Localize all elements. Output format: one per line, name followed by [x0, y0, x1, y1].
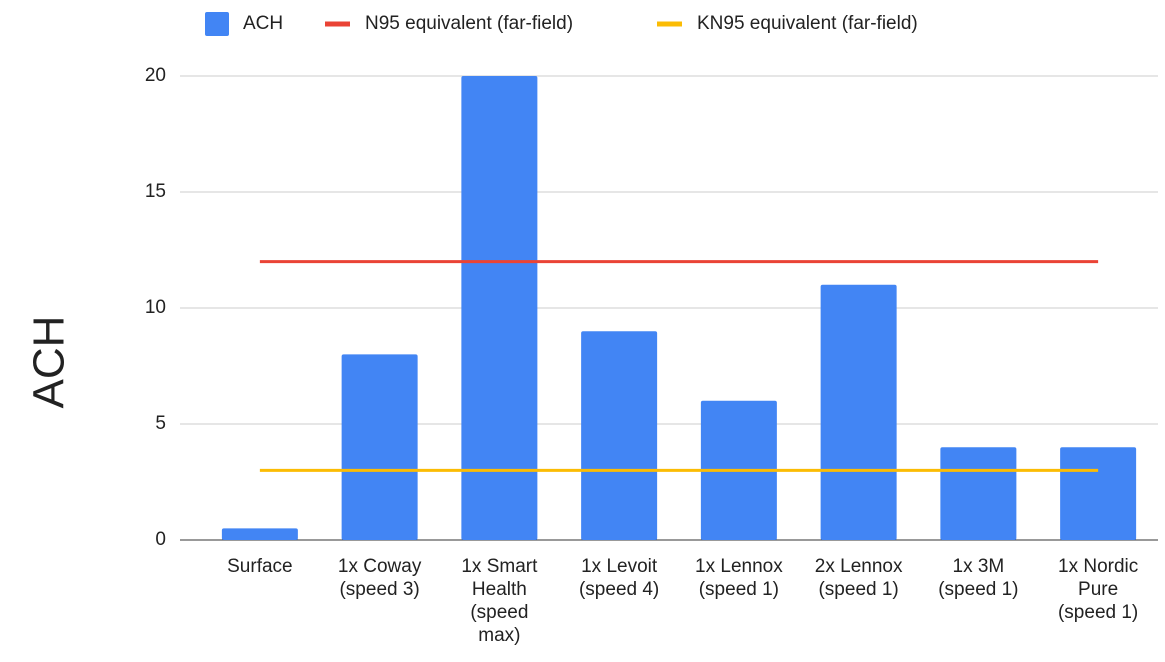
bar: [581, 331, 658, 540]
bar: [461, 76, 538, 540]
bar: [940, 447, 1017, 540]
legend-label: N95 equivalent (far-field): [365, 13, 573, 34]
y-tick-label: 15: [145, 181, 166, 202]
x-tick-label: 1x 3M (speed 1): [938, 556, 1019, 600]
x-tick-label: Surface: [227, 556, 293, 577]
y-tick-label: 20: [145, 65, 166, 86]
y-axis-title: ACH: [25, 316, 74, 409]
x-tick-label: 1x Lennox (speed 1): [695, 556, 783, 600]
x-tick-label: 2x Lennox (speed 1): [814, 556, 903, 600]
legend-marker: [205, 12, 229, 36]
y-tick-label: 0: [155, 529, 166, 550]
y-tick-label: 5: [155, 413, 166, 434]
y-tick-label: 10: [145, 297, 166, 318]
x-tick-label: 1x Coway (speed 3): [337, 556, 422, 600]
x-tick-label: 1x Nordic Pure (speed 1): [1057, 556, 1139, 623]
bar: [341, 354, 418, 540]
bar: [1060, 447, 1137, 540]
x-tick-label: 1x Levoit (speed 4): [578, 556, 660, 600]
legend-label: ACH: [243, 13, 283, 34]
bar: [221, 528, 298, 540]
x-tick-label: 1x Smart Health (speed max): [461, 556, 538, 646]
bar: [820, 284, 897, 540]
legend-label: KN95 equivalent (far-field): [697, 13, 918, 34]
